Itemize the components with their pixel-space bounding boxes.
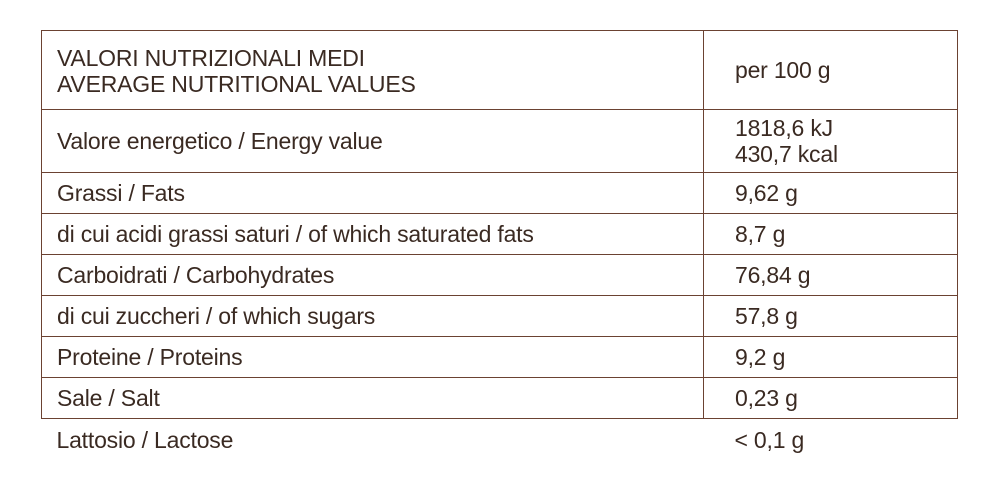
header-title-italian: VALORI NUTRIZIONALI MEDI <box>57 45 365 71</box>
table-row-energy: Valore energetico / Energy value 1818,6 … <box>41 109 958 173</box>
header-title-english: AVERAGE NUTRITIONAL VALUES <box>57 71 416 97</box>
table-row-sugars: di cui zuccheri / of which sugars 57,8 g <box>41 295 958 337</box>
row-label: di cui zuccheri / of which sugars <box>41 295 704 337</box>
row-value: 76,84 g <box>703 254 958 296</box>
table-header-row: VALORI NUTRIZIONALI MEDI AVERAGE NUTRITI… <box>41 30 958 110</box>
row-label: Proteine / Proteins <box>41 336 704 378</box>
energy-label: Valore energetico / Energy value <box>57 128 383 154</box>
row-label: di cui acidi grassi saturi / of which sa… <box>41 213 704 255</box>
header-per-cell: per 100 g <box>703 30 958 110</box>
row-value: 0,23 g <box>703 377 958 419</box>
nutrition-table: VALORI NUTRIZIONALI MEDI AVERAGE NUTRITI… <box>41 30 958 461</box>
row-label: Grassi / Fats <box>41 172 704 214</box>
row-value: 9,2 g <box>703 336 958 378</box>
table-row-carbohydrates: Carboidrati / Carbohydrates 76,84 g <box>41 254 958 296</box>
table-row-fats: Grassi / Fats 9,62 g <box>41 172 958 214</box>
row-label: Carboidrati / Carbohydrates <box>41 254 704 296</box>
table-row-salt: Sale / Salt 0,23 g <box>41 377 958 419</box>
lactose-value: < 0,1 g <box>703 418 958 461</box>
header-label-cell: VALORI NUTRIZIONALI MEDI AVERAGE NUTRITI… <box>41 30 704 110</box>
energy-label-cell: Valore energetico / Energy value <box>41 109 704 173</box>
energy-kj: 1818,6 kJ <box>735 115 833 141</box>
row-value: 8,7 g <box>703 213 958 255</box>
table-row-lactose: Lattosio / Lactose < 0,1 g <box>41 418 958 461</box>
energy-kcal: 430,7 kcal <box>735 141 838 167</box>
table-row-proteins: Proteine / Proteins 9,2 g <box>41 336 958 378</box>
row-label: Sale / Salt <box>41 377 704 419</box>
header-per-100g: per 100 g <box>735 57 831 83</box>
lactose-label: Lattosio / Lactose <box>41 418 704 461</box>
table-row-saturated-fats: di cui acidi grassi saturi / of which sa… <box>41 213 958 255</box>
energy-value-cell: 1818,6 kJ 430,7 kcal <box>703 109 958 173</box>
row-value: 57,8 g <box>703 295 958 337</box>
row-value: 9,62 g <box>703 172 958 214</box>
